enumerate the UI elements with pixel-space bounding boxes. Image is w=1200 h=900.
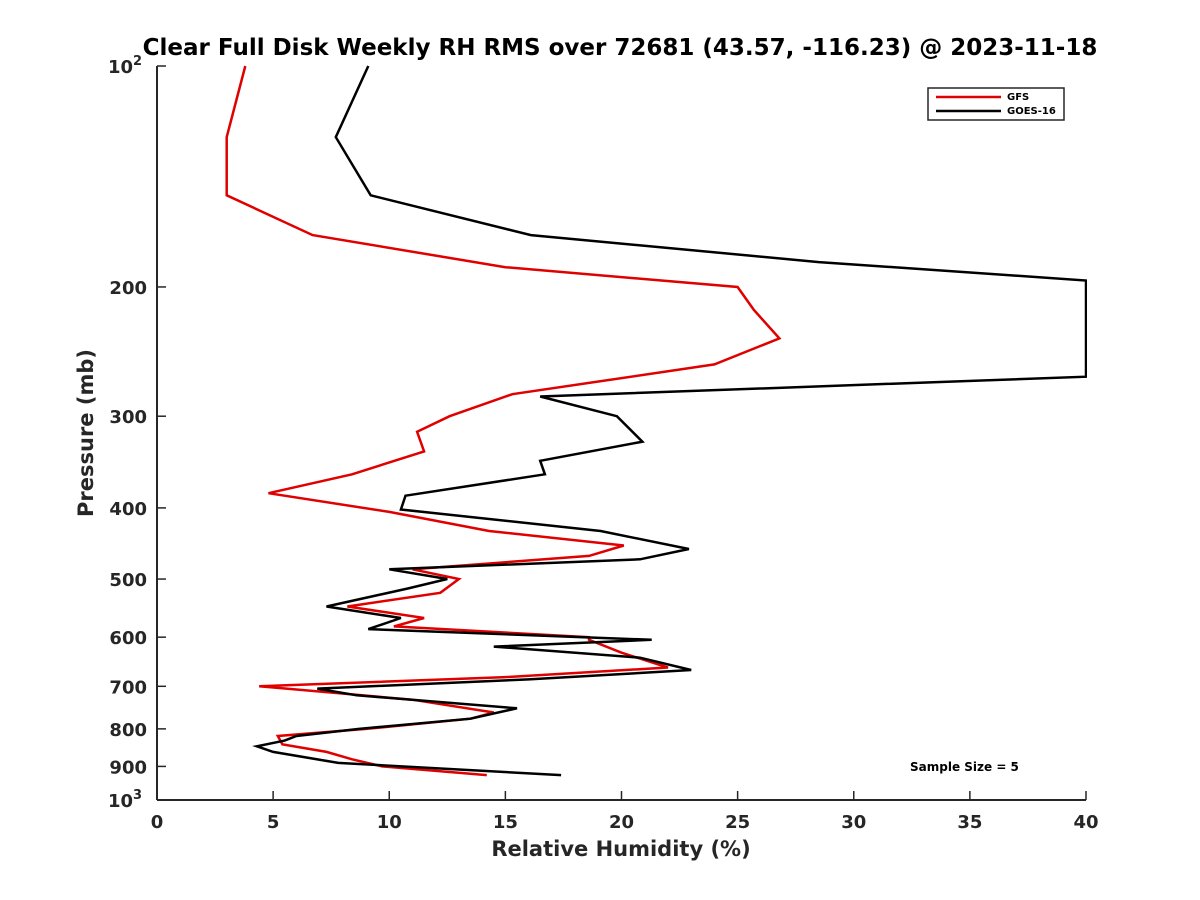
y-tick-label: 10 bbox=[108, 791, 133, 812]
x-tick-label: 0 bbox=[151, 812, 164, 833]
legend-label-gfs: GFS bbox=[1007, 92, 1029, 103]
y-tick-label: 900 bbox=[109, 757, 147, 778]
series-line-gfs bbox=[225, 65, 782, 777]
y-tick-label: 700 bbox=[109, 677, 147, 698]
legend-label-goes16: GOES-16 bbox=[1007, 106, 1056, 117]
sample-size-annotation: Sample Size = 5 bbox=[910, 760, 1019, 774]
chart-title: Clear Full Disk Weekly RH RMS over 72681… bbox=[143, 35, 1098, 61]
y-tick-label: 400 bbox=[109, 499, 147, 520]
y-tick-label: 600 bbox=[109, 628, 147, 649]
x-tick-label: 25 bbox=[725, 812, 750, 833]
x-axis-label: Relative Humidity (%) bbox=[491, 837, 750, 861]
y-tick-label: 300 bbox=[109, 407, 147, 428]
y-tick-label: 500 bbox=[109, 570, 147, 591]
y-tick-label: 200 bbox=[109, 278, 147, 299]
y-axis-label: Pressure (mb) bbox=[74, 349, 98, 517]
legend-box bbox=[927, 87, 1065, 121]
series-line-goes16 bbox=[252, 65, 1087, 777]
y-tick-exponent: 3 bbox=[133, 788, 142, 803]
x-tick-label: 15 bbox=[493, 812, 518, 833]
x-tick-label: 40 bbox=[1073, 812, 1098, 833]
x-tick-label: 35 bbox=[957, 812, 982, 833]
y-tick-label: 10 bbox=[108, 57, 133, 78]
y-tick-exponent: 2 bbox=[133, 54, 142, 69]
series-layer bbox=[225, 65, 1087, 777]
x-tick-label: 5 bbox=[267, 812, 280, 833]
y-tick-label: 800 bbox=[109, 720, 147, 741]
x-tick-label: 20 bbox=[609, 812, 634, 833]
legend: GFS GOES-16 bbox=[927, 87, 1065, 121]
x-tick-label: 30 bbox=[841, 812, 866, 833]
x-tick-label: 10 bbox=[377, 812, 402, 833]
